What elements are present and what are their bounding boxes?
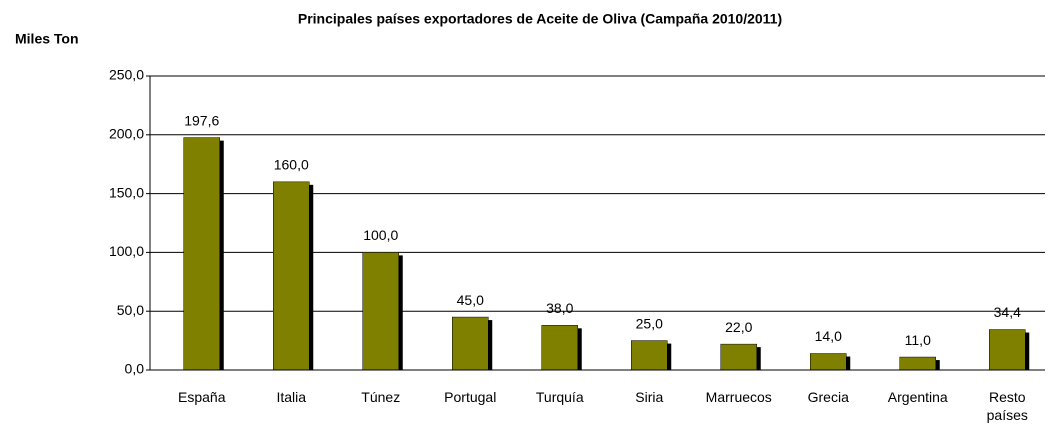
x-tick-label: Portugal — [444, 389, 497, 405]
data-label: 25,0 — [636, 315, 663, 331]
data-label: 160,0 — [274, 157, 309, 173]
bar — [541, 325, 578, 371]
y-tick-label: 50,0 — [117, 302, 144, 318]
bar — [273, 181, 310, 371]
bar — [183, 137, 220, 371]
data-label: 14,0 — [815, 328, 842, 344]
y-tick-label: 100,0 — [109, 243, 144, 259]
y-tick-label: 150,0 — [109, 184, 144, 200]
y-axis-label: Miles Ton — [15, 31, 79, 47]
x-tick-label: Túnez — [361, 389, 401, 405]
data-label: 38,0 — [546, 300, 573, 316]
data-label: 34,4 — [994, 304, 1021, 320]
bar — [899, 356, 936, 371]
x-tick-label: Argentina — [887, 389, 948, 405]
data-label: 11,0 — [905, 332, 931, 348]
data-label: 22,0 — [725, 319, 752, 335]
y-tick-label: 0,0 — [125, 361, 145, 377]
x-tick-label: Siria — [635, 389, 664, 405]
y-tick-label: 250,0 — [109, 67, 144, 83]
x-tick-label: Turquía — [535, 389, 584, 405]
x-tick-label: Resto países — [986, 389, 1028, 423]
bar — [631, 340, 668, 371]
bar — [810, 353, 847, 371]
chart-title: Principales países exportadores de Aceit… — [298, 11, 782, 27]
x-tick-label: Grecia — [807, 389, 849, 405]
data-label: 45,0 — [457, 292, 484, 308]
bar — [989, 329, 1026, 371]
y-tick-label: 200,0 — [109, 126, 144, 142]
bar — [362, 252, 399, 371]
bar — [452, 316, 489, 371]
data-label: 100,0 — [363, 227, 398, 243]
bar — [720, 343, 757, 371]
x-tick-label: España — [178, 389, 226, 405]
x-tick-label: Marruecos — [705, 389, 772, 405]
x-tick-label: Italia — [276, 389, 307, 405]
data-label: 197,6 — [184, 112, 219, 128]
